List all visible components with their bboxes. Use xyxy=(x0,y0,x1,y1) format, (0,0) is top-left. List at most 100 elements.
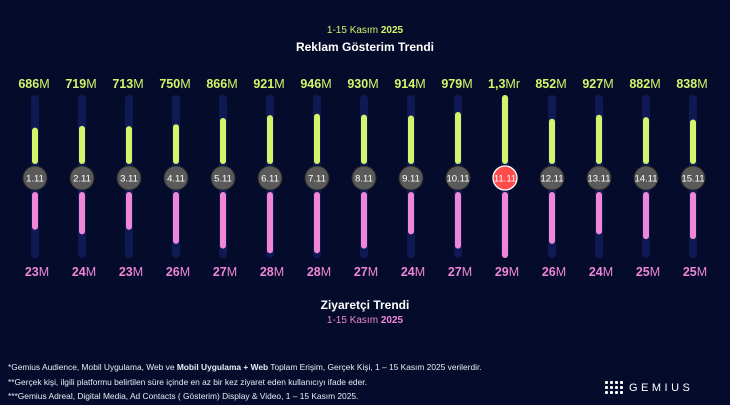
visitor-value-number: 23 xyxy=(119,265,133,279)
impression-value-13.11: 927M xyxy=(582,77,613,91)
visitor-bar-11.11 xyxy=(502,192,508,258)
date-circle-15.11 xyxy=(680,165,706,191)
impression-value-number: 750 xyxy=(159,77,180,91)
impression-value-unit: M xyxy=(321,77,331,91)
impression-bar-9.11 xyxy=(408,115,414,164)
impression-bar-6.11 xyxy=(267,115,273,164)
impression-value-unit: M xyxy=(39,77,49,91)
impression-value-unit: M xyxy=(227,77,237,91)
impression-value-number: 719 xyxy=(65,77,86,91)
impression-value-unit: M xyxy=(462,77,472,91)
impression-value-unit: M xyxy=(180,77,190,91)
date-label-8.11: 8.11 xyxy=(355,174,373,185)
visitor-value-12.11: 26M xyxy=(542,265,566,279)
gemius-logo-text: GEMIUS xyxy=(629,382,694,394)
visitor-value-4.11: 26M xyxy=(166,265,190,279)
visitor-value-number: 24 xyxy=(589,265,603,279)
visitor-value-number: 28 xyxy=(260,265,274,279)
visitor-bar-1.11 xyxy=(32,192,38,230)
date-circle-8.11 xyxy=(351,165,377,191)
visitor-value-number: 26 xyxy=(166,265,180,279)
visitor-value-number: 27 xyxy=(354,265,368,279)
impression-value-8.11: 930M xyxy=(347,77,378,91)
footnote-2: **Gerçek kişi, ilgili platformu belirtil… xyxy=(8,376,367,387)
ad-impression-title: Reklam Gösterim Trendi xyxy=(295,40,435,54)
date-label-2.11: 2.11 xyxy=(73,174,91,185)
date-circle-9.11 xyxy=(398,165,424,191)
gemius-dots-icon xyxy=(605,381,623,395)
impression-value-number: 930 xyxy=(347,77,368,91)
visitor-value-7.11: 28M xyxy=(307,265,331,279)
impression-value-10.11: 979M xyxy=(441,77,472,91)
date-label-13.11: 13.11 xyxy=(587,174,610,185)
visitor-value-unit: M xyxy=(274,265,284,279)
visitor-bar-15.11 xyxy=(690,192,696,240)
impression-value-number: 927 xyxy=(582,77,603,91)
visitor-value-unit: M xyxy=(321,265,331,279)
impression-value-3.11: 713M xyxy=(112,77,143,91)
date-circle-6.11 xyxy=(257,165,283,191)
impression-bar-4.11 xyxy=(173,124,179,164)
impression-value-unit: M xyxy=(415,77,425,91)
date-circle-3.11 xyxy=(116,165,142,191)
impression-value-9.11: 914M xyxy=(394,77,425,91)
visitor-value-3.11: 23M xyxy=(119,265,143,279)
date-circle-7.11 xyxy=(304,165,330,191)
visitor-value-number: 24 xyxy=(72,265,86,279)
visitor-value-unit: M xyxy=(39,265,49,279)
impression-value-12.11: 852M xyxy=(535,77,566,91)
impression-bar-1.11 xyxy=(32,127,38,164)
visitor-value-unit: M xyxy=(86,265,96,279)
impression-bar-13.11 xyxy=(596,114,602,164)
date-label-9.11: 9.11 xyxy=(402,174,420,185)
footnotes: *Gemius Audience, Mobil Uygulama, Web ve… xyxy=(8,360,482,404)
impression-value-unit: M xyxy=(86,77,96,91)
visitor-bar-5.11 xyxy=(220,192,226,249)
date-circle-12.11 xyxy=(539,165,565,191)
date-circle-2.11 xyxy=(69,165,95,191)
impression-value-number: 852 xyxy=(535,77,556,91)
visitor-value-unit: M xyxy=(462,265,472,279)
visitor-trend-title: Ziyaretçi Trendi xyxy=(320,298,410,312)
gemius-logo: GEMIUS xyxy=(605,381,693,395)
date-label-1.11: 1.11 xyxy=(26,174,44,185)
visitor-value-unit: M xyxy=(227,265,237,279)
impression-value-11.11: 1,3Mr xyxy=(488,77,520,91)
impression-value-15.11: 838M xyxy=(676,77,707,91)
visitor-value-number: 25 xyxy=(636,265,650,279)
impression-bar-15.11 xyxy=(690,119,696,164)
visitor-value-unit: M xyxy=(603,265,613,279)
visitor-value-5.11: 27M xyxy=(213,265,237,279)
impression-value-unit: M xyxy=(133,77,143,91)
impression-bar-10.11 xyxy=(455,112,461,164)
date-circle-highlight-11.11 xyxy=(492,165,518,191)
impression-value-number: 1,3 xyxy=(488,77,505,91)
impression-value-number: 866 xyxy=(206,77,227,91)
impression-bar-2.11 xyxy=(79,125,85,164)
visitor-bar-12.11 xyxy=(549,192,555,244)
impression-value-number: 713 xyxy=(112,77,133,91)
date-label-5.11: 5.11 xyxy=(214,174,232,185)
bottom-date-prefix: 1-15 Kasım xyxy=(326,315,379,326)
impression-value-1.11: 686M xyxy=(18,77,49,91)
visitor-bar-4.11 xyxy=(173,192,179,244)
impression-value-number: 946 xyxy=(300,77,321,91)
visitor-value-14.11: 25M xyxy=(636,265,660,279)
impression-value-6.11: 921M xyxy=(253,77,284,91)
visitor-bar-3.11 xyxy=(126,192,132,230)
visitor-value-number: 27 xyxy=(213,265,227,279)
visitor-bar-6.11 xyxy=(267,192,273,254)
impression-value-unit: M xyxy=(650,77,660,91)
impression-value-2.11: 719M xyxy=(65,77,96,91)
date-circle-10.11 xyxy=(445,165,471,191)
visitor-value-1.11: 23M xyxy=(25,265,49,279)
visitor-value-number: 26 xyxy=(542,265,556,279)
date-circle-5.11 xyxy=(210,165,236,191)
top-date-year: 2025 xyxy=(380,25,404,36)
impression-value-unit: M xyxy=(274,77,284,91)
impression-value-5.11: 866M xyxy=(206,77,237,91)
impression-value-4.11: 750M xyxy=(159,77,190,91)
visitor-value-number: 27 xyxy=(448,265,462,279)
date-label-12.11: 12.11 xyxy=(540,174,563,185)
